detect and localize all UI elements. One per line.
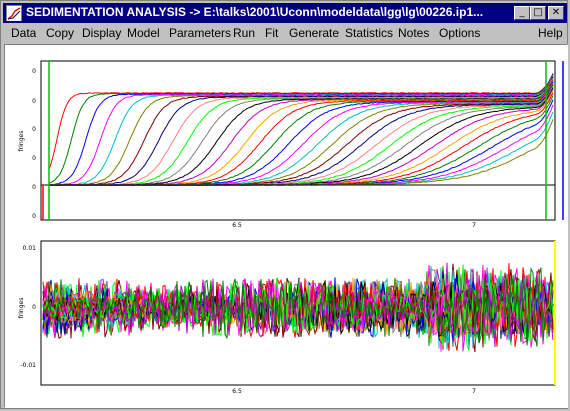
window-title: SEDIMENTATION ANALYSIS -> E:\talks\2001\… xyxy=(26,5,483,19)
menu-copy[interactable]: Copy xyxy=(46,26,74,40)
menu-generate[interactable]: Generate xyxy=(289,26,339,40)
menu-statistics[interactable]: Statistics xyxy=(345,26,393,40)
residuals-x-tick: 7 xyxy=(472,388,476,395)
scan-y-tick: 0 xyxy=(32,98,36,105)
scan-plot: 0 0 0 0 0 0 fringes 6.5 7 xyxy=(18,61,563,229)
minimize-button[interactable]: _ xyxy=(514,6,530,20)
residuals-plot-y-label: fringes xyxy=(18,298,25,319)
residuals-y-tick: -0.01 xyxy=(20,362,36,369)
scan-y-tick: 0 xyxy=(32,68,36,75)
scan-plot-frame xyxy=(41,61,555,220)
scan-x-tick: 7 xyxy=(472,222,476,229)
scan-plot-y-axis: 0 0 0 0 0 0 xyxy=(32,68,36,220)
menu-notes[interactable]: Notes xyxy=(398,26,429,40)
menu-data[interactable]: Data xyxy=(11,26,36,40)
menu-fit[interactable]: Fit xyxy=(265,26,278,40)
residuals-y-tick: 0.01 xyxy=(23,245,37,252)
scan-plot-y-label: fringes xyxy=(18,131,25,152)
menu-options[interactable]: Options xyxy=(439,26,480,40)
menu-help[interactable]: Help xyxy=(538,26,563,40)
scan-x-tick: 6.5 xyxy=(232,222,242,229)
scan-y-tick: 0 xyxy=(32,184,36,191)
scan-y-tick: 0 xyxy=(32,155,36,162)
scan-y-tick: 0 xyxy=(32,213,36,220)
maximize-icon: □ xyxy=(533,7,542,18)
scan-plot-x-axis: 6.5 7 xyxy=(232,222,476,229)
close-icon: ✕ xyxy=(552,7,560,18)
menu-run[interactable]: Run xyxy=(233,26,255,40)
close-button[interactable]: ✕ xyxy=(548,6,564,20)
residuals-x-tick: 6.5 xyxy=(232,388,242,395)
sedimentation-app-icon[interactable] xyxy=(6,5,22,21)
menu-model[interactable]: Model xyxy=(127,26,160,40)
menu-bar: Data Copy Display Model Parameters Run F… xyxy=(3,24,567,42)
residuals-y-tick: 0 xyxy=(32,304,36,311)
residuals-plot-x-axis: 6.5 7 xyxy=(232,388,476,395)
menu-parameters[interactable]: Parameters xyxy=(169,26,231,40)
scan-y-tick: 0 xyxy=(32,126,36,133)
minimize-icon: _ xyxy=(520,7,525,18)
title-bar[interactable]: SEDIMENTATION ANALYSIS -> E:\talks\2001\… xyxy=(3,3,567,23)
maximize-button[interactable]: □ xyxy=(530,6,546,20)
menu-display[interactable]: Display xyxy=(82,26,121,40)
residuals-plot: fringes 0.01 0 -0.01 6.5 7 xyxy=(18,241,555,395)
